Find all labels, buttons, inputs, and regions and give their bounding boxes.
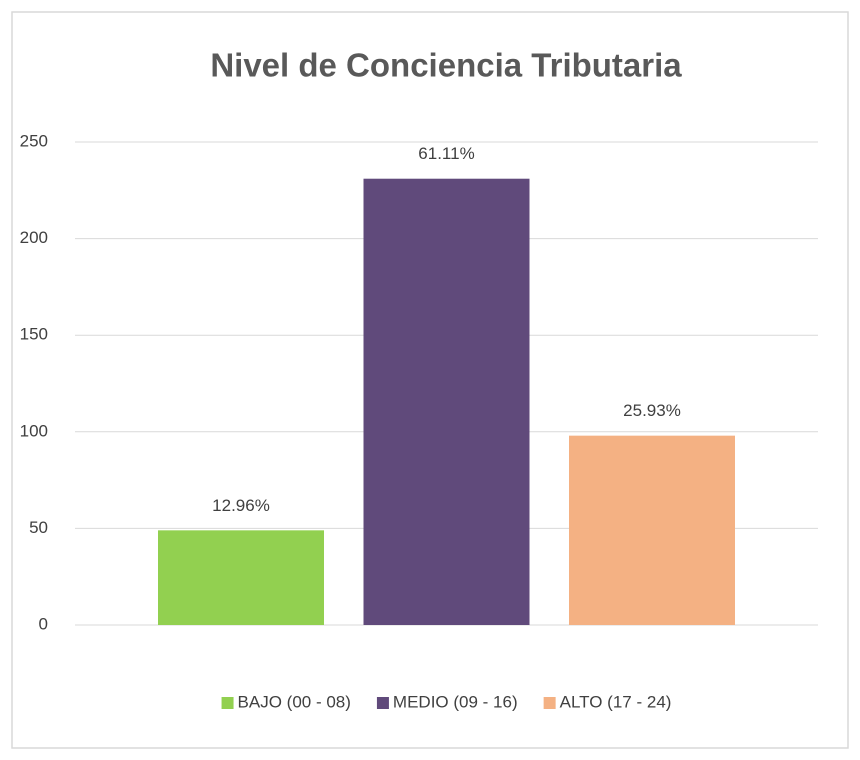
bar [569,435,735,625]
legend-swatch [221,697,234,709]
y-tick-label: 0 [39,614,48,633]
data-label: 12.96% [212,496,270,515]
legend-swatch [543,697,556,709]
legend-label: ALTO (17 - 24) [560,692,672,711]
bar [363,178,530,625]
data-label: 25.93% [623,401,681,420]
legend-label: BAJO (00 - 08) [238,692,351,711]
y-tick-label: 250 [20,131,48,150]
legend-swatch [376,697,389,709]
y-tick-label: 50 [29,518,48,537]
legend-item: BAJO (00 - 08) [221,692,351,711]
bar [158,530,324,625]
legend-item: MEDIO (09 - 16) [376,692,518,711]
legend-label: MEDIO (09 - 16) [393,692,518,711]
y-tick-label: 150 [20,325,48,344]
data-label: 61.11% [418,144,474,163]
y-tick-label: 100 [20,421,48,440]
chart-title: Nivel de Conciencia Tributaria [210,47,682,84]
legend-item: ALTO (17 - 24) [543,692,672,711]
y-tick-label: 200 [20,228,48,247]
